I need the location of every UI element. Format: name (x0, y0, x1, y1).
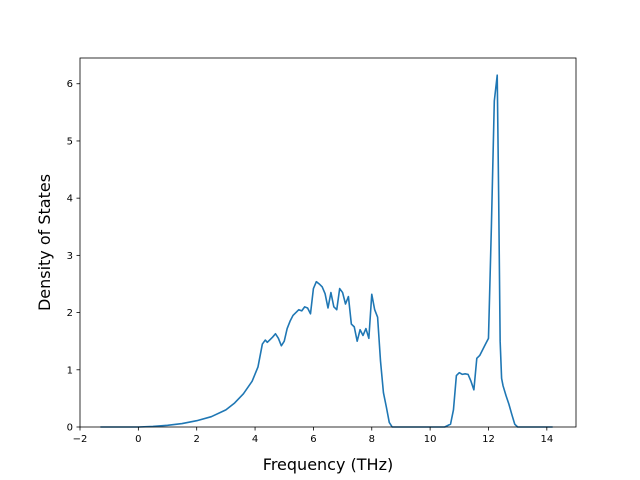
x-tick-label: 2 (194, 434, 200, 445)
dos-series-line (100, 74, 553, 428)
x-tick-label: 12 (482, 434, 495, 445)
y-tick-label: 5 (67, 136, 73, 147)
x-tick-label: 6 (310, 434, 316, 445)
y-tick-label: 3 (67, 251, 73, 262)
x-tick-label: 8 (369, 434, 375, 445)
x-tick-label: 10 (424, 434, 437, 445)
plot-area (100, 74, 553, 428)
x-tick-label: 14 (540, 434, 553, 445)
y-axis-label: Density of States (35, 174, 54, 311)
x-tick-label: 0 (135, 434, 141, 445)
y-tick-label: 2 (67, 308, 73, 319)
y-tick-label: 1 (67, 365, 73, 376)
axes-frame (79, 57, 577, 428)
y-tick-label: 0 (67, 423, 73, 434)
x-tick-label: 4 (252, 434, 258, 445)
y-tick-label: 6 (67, 79, 73, 90)
x-tick-label: −2 (73, 434, 88, 445)
y-tick-label: 4 (67, 194, 73, 205)
x-axis-label: Frequency (THz) (263, 455, 393, 474)
